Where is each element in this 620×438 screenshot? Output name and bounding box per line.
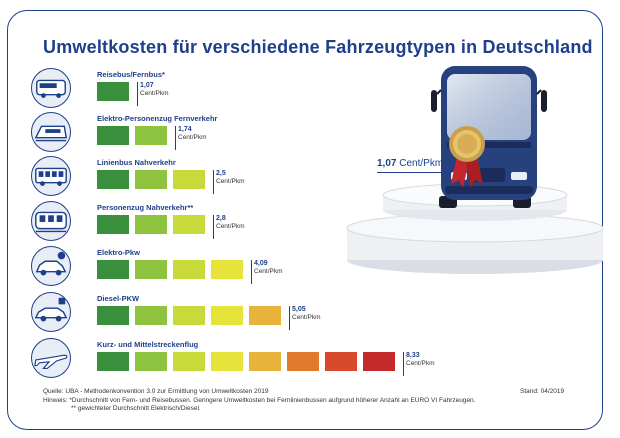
data-label: 2,5 Cent/Pkm	[213, 170, 245, 194]
data-value: 8,33	[406, 352, 420, 359]
bar-segment	[173, 306, 205, 325]
bar-segment	[173, 260, 205, 279]
bar-segment	[287, 352, 319, 371]
data-unit: Cent/Pkm	[216, 178, 245, 185]
chart-row: Elektro-Personenzug Fernverkehr 1,74 Cent/…	[0, 112, 620, 154]
category-label: Personenzug Nahverkehr**	[97, 203, 194, 212]
bar-segment	[249, 352, 281, 371]
data-value: 1,74	[178, 126, 192, 133]
category-label: Diesel-PKW	[97, 294, 140, 303]
data-label: 2,8 Cent/Pkm	[213, 215, 245, 239]
category-label: Kurz- und Mittelstreckenflug	[97, 340, 199, 349]
category-label: Elektro-Pkw	[97, 248, 140, 257]
electric-car-icon	[31, 246, 71, 286]
data-unit: Cent/Pkm	[254, 268, 283, 275]
highlight-value-label: 1,07 Cent/Pkm	[377, 158, 443, 169]
chart-row: Elektro-Pkw 4,09 Cent/Pkm	[0, 246, 620, 288]
bar-segment	[135, 306, 167, 325]
chart-row: Linienbus Nahverkehr 2,5 Cent/Pkm	[0, 156, 620, 198]
bus-front	[431, 66, 547, 208]
data-unit: Cent/Pkm	[216, 223, 245, 230]
data-label: 5,05 Cent/Pkm	[289, 306, 321, 330]
data-label: 1,07 Cent/Pkm	[137, 82, 169, 106]
footer-stand: Stand: 04/2019	[520, 388, 565, 395]
bar-segment	[135, 170, 167, 189]
data-value: 4,09	[254, 260, 268, 267]
chart-row: Kurz- und Mittelstreckenflug 8,33 Cent/Pkm	[0, 338, 620, 380]
data-value: 2,8	[216, 215, 226, 222]
bus-icon	[31, 68, 71, 108]
data-value: 1,07	[140, 82, 154, 89]
bar-segment	[211, 352, 243, 371]
data-unit: Cent/Pkm	[406, 360, 435, 367]
data-unit: Cent/Pkm	[178, 134, 207, 141]
bar-segment	[249, 306, 281, 325]
category-label: Elektro-Personenzug Fernverkehr	[97, 114, 218, 123]
bar-segment	[135, 126, 167, 145]
bar-segment	[211, 260, 243, 279]
regional-train-icon	[31, 201, 71, 241]
train-icon	[31, 112, 71, 152]
footer-source: Quelle: UBA - Methodenkonvention 3.0 zur…	[43, 388, 269, 395]
data-value: 2,5	[216, 170, 226, 177]
airplane-icon	[31, 338, 71, 378]
data-label: 4,09 Cent/Pkm	[251, 260, 283, 284]
footer-note-2: ** gewichteter Durchschnitt Elektrisch/D…	[71, 405, 201, 412]
city-bus-icon	[31, 156, 71, 196]
bar-segment	[97, 306, 129, 325]
data-unit: Cent/Pkm	[292, 314, 321, 321]
data-label: 1,74 Cent/Pkm	[175, 126, 207, 150]
bar-segment	[97, 215, 129, 234]
bar-segment	[363, 352, 395, 371]
data-value: 5,05	[292, 306, 306, 313]
chart-row: Reisebus/Fernbus* 1,07 Cent/Pkm	[0, 68, 620, 110]
bar-segment	[211, 306, 243, 325]
bar-segment	[97, 126, 129, 145]
highlight-pointer-line	[377, 172, 450, 173]
bar-segment	[97, 82, 129, 101]
highlight-value: 1,07	[377, 158, 397, 169]
chart-title: Umweltkosten für verschiedene Fahrzeugty…	[43, 37, 593, 57]
bar-segment	[135, 260, 167, 279]
diesel-car-icon	[31, 292, 71, 332]
data-label: 8,33 Cent/Pkm	[403, 352, 435, 376]
bar-segment	[173, 215, 205, 234]
bar-segment	[97, 260, 129, 279]
footer-note-1: Hinweis: *Durchschnitt von Fern- und Rei…	[43, 396, 476, 404]
category-label: Reisebus/Fernbus*	[97, 70, 165, 79]
bar-segment	[97, 170, 129, 189]
bar-segment	[173, 170, 205, 189]
bar-segment	[135, 352, 167, 371]
bar-segment	[97, 352, 129, 371]
data-unit: Cent/Pkm	[140, 90, 169, 97]
gold-medal-icon	[449, 126, 485, 188]
footer-notes: Quelle: UBA - Methodenkonvention 3.0 zur…	[43, 388, 475, 414]
highlight-unit: Cent/Pkm	[399, 158, 444, 169]
bar-segment	[173, 352, 205, 371]
category-label: Linienbus Nahverkehr	[97, 158, 176, 167]
bar-segment	[325, 352, 357, 371]
podium-bus-illustration	[346, 66, 604, 274]
bar-segment	[135, 215, 167, 234]
chart-row: Diesel-PKW 5,05 Cent/Pkm	[0, 292, 620, 334]
chart-row: Personenzug Nahverkehr** 2,8 Cent/Pkm	[0, 201, 620, 243]
